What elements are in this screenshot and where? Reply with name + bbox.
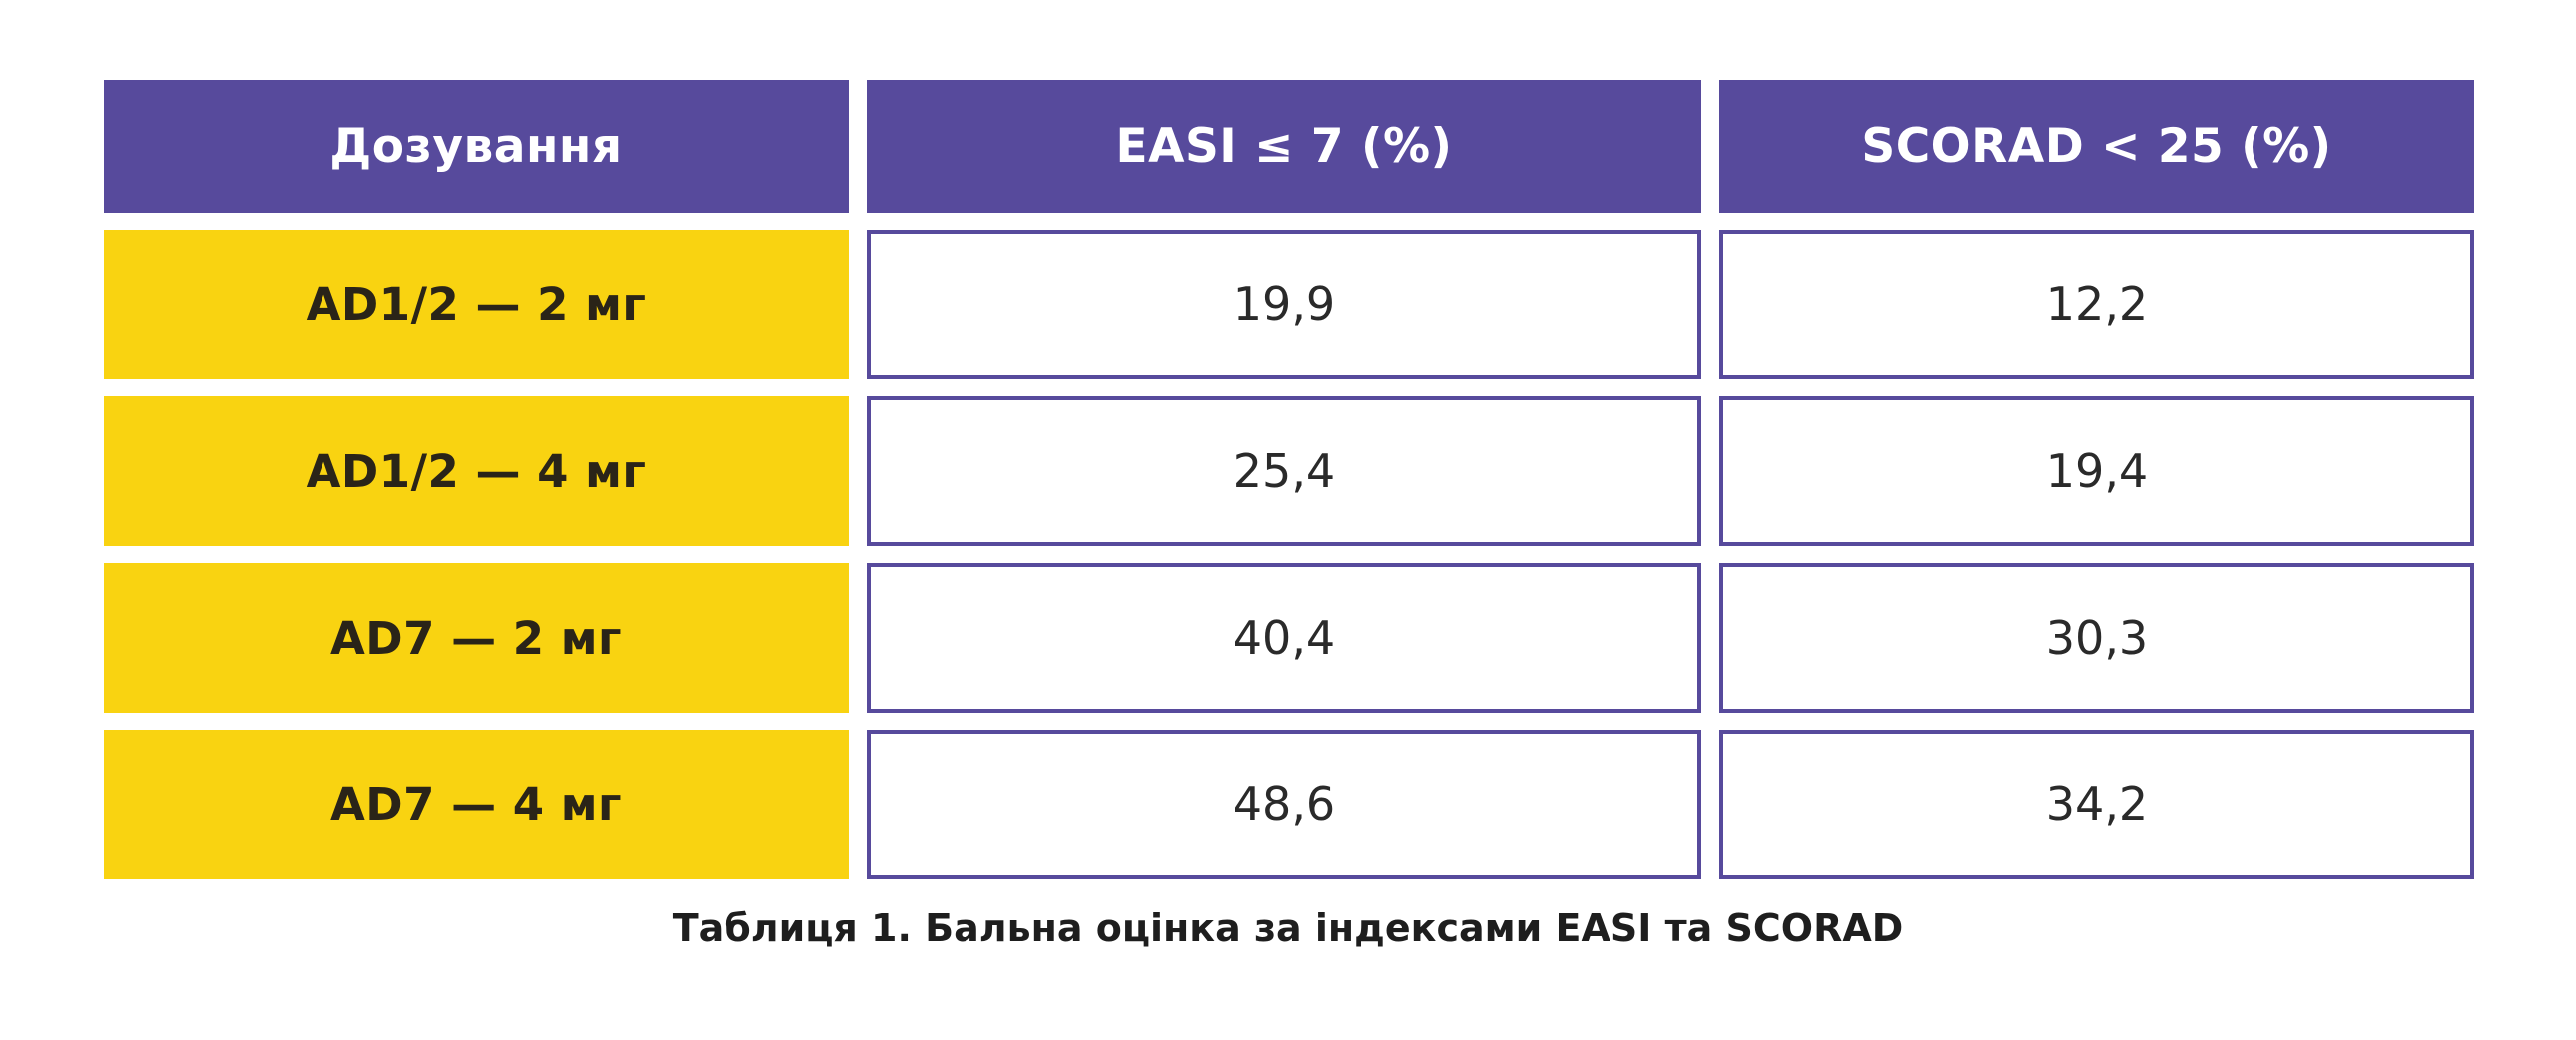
- header-easi: EASI ≤ 7 (%): [867, 80, 1701, 213]
- table-caption: Таблиця 1. Бальна оцінка за індексами EA…: [672, 906, 1904, 950]
- results-table: Дозування EASI ≤ 7 (%) SCORAD < 25 (%) A…: [104, 80, 2474, 879]
- row-1-dose: AD1/2 — 2 мг: [104, 230, 849, 379]
- header-dosage: Дозування: [104, 80, 849, 213]
- row-3-dose: AD7 — 2 мг: [104, 563, 849, 713]
- row-2-scorad: 19,4: [1719, 396, 2474, 546]
- row-1-scorad: 12,2: [1719, 230, 2474, 379]
- row-4-dose: AD7 — 4 мг: [104, 730, 849, 879]
- row-1-easi: 19,9: [867, 230, 1701, 379]
- header-scorad: SCORAD < 25 (%): [1719, 80, 2474, 213]
- row-4-easi: 48,6: [867, 730, 1701, 879]
- row-2-easi: 25,4: [867, 396, 1701, 546]
- row-4-scorad: 34,2: [1719, 730, 2474, 879]
- row-3-scorad: 30,3: [1719, 563, 2474, 713]
- row-3-easi: 40,4: [867, 563, 1701, 713]
- row-2-dose: AD1/2 — 4 мг: [104, 396, 849, 546]
